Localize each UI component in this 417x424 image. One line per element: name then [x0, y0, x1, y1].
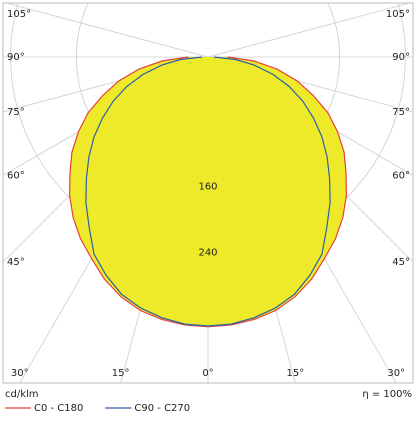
angle-label: 30°	[387, 368, 405, 379]
angle-label: 90°	[7, 52, 25, 63]
angle-label: 60°	[392, 170, 410, 181]
curve-fill	[69, 57, 208, 327]
angle-label: 45°	[7, 257, 25, 268]
angle-label: 30°	[11, 368, 29, 379]
curve-line	[85, 56, 209, 327]
angle-label: 75°	[392, 107, 410, 118]
angle-label: 90°	[392, 52, 410, 63]
ray	[6, 3, 209, 58]
angle-label: 105°	[7, 9, 31, 20]
labels: 105° 90° 75° 60° 45° 30° 15° 0° 15° 30° 45° 60° 75° 9…	[7, 9, 410, 379]
ring-label: 160	[198, 182, 217, 193]
curve-line	[68, 56, 209, 328]
angle-label: 0°	[202, 368, 213, 379]
curve-line	[207, 56, 348, 328]
angle-label: 60°	[7, 170, 25, 181]
angle-label: 45°	[392, 257, 410, 268]
legend-label: C0 - C180	[34, 403, 83, 414]
ring-label: 240	[198, 247, 217, 258]
curve-line	[207, 56, 331, 327]
legend: C0 - C180 C90 - C270	[5, 403, 190, 414]
angle-label: 75°	[7, 107, 25, 118]
angle-label: 105°	[386, 9, 410, 20]
angle-label: 15°	[112, 368, 130, 379]
curve-fill	[208, 57, 347, 327]
angle-label: 15°	[286, 368, 304, 379]
curves	[68, 56, 348, 328]
efficiency-label: η = 100%	[362, 389, 412, 400]
ray	[207, 3, 410, 58]
unit-label: cd/klm	[5, 389, 39, 400]
legend-label: C90 - C270	[134, 403, 190, 414]
